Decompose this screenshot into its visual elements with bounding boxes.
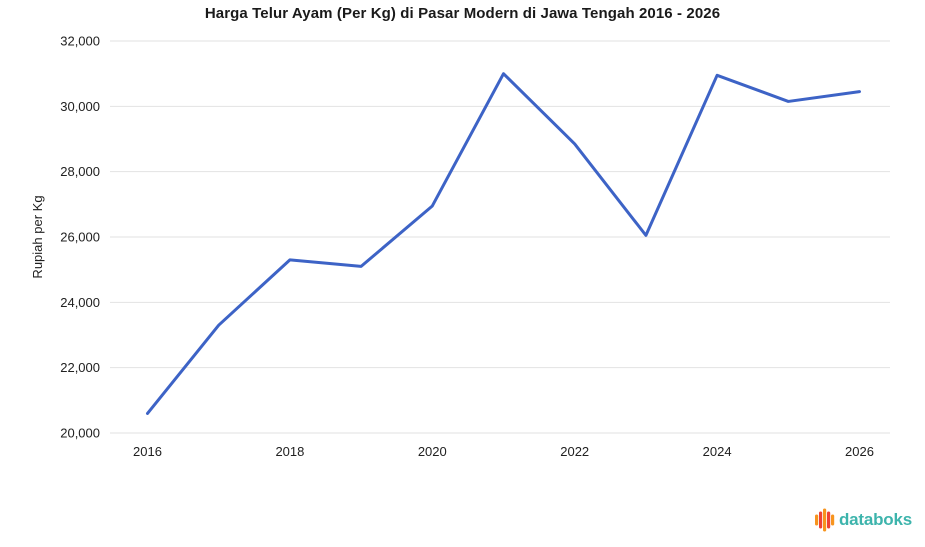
logo-bar	[822, 508, 827, 532]
logo-bar	[830, 514, 835, 526]
databoks-bars-icon	[814, 508, 835, 532]
y-tick-label: 28,000	[60, 164, 100, 179]
databoks-logo: databoks	[814, 507, 912, 533]
x-tick-label: 2016	[133, 444, 162, 459]
price-line	[146, 72, 861, 415]
y-tick-label: 20,000	[60, 426, 100, 441]
x-tick-label: 2020	[418, 444, 447, 459]
databoks-logo-text: databoks	[838, 510, 912, 529]
x-tick-label: 2022	[560, 444, 589, 459]
logo-bar	[818, 511, 823, 529]
y-tick-label: 30,000	[60, 99, 100, 114]
chart-title: Harga Telur Ayam (Per Kg) di Pasar Moder…	[204, 5, 721, 22]
y-tick-label: 32,000	[60, 34, 100, 49]
y-tick-label: 24,000	[60, 295, 100, 310]
logo-bar	[826, 511, 831, 529]
logo-bar	[814, 514, 819, 526]
x-tick-label: 2024	[703, 444, 732, 459]
y-tick-label: 26,000	[60, 230, 100, 245]
x-tick-label: 2018	[275, 444, 304, 459]
x-tick-label: 2026	[845, 444, 874, 459]
y-tick-label: 22,000	[60, 360, 100, 375]
